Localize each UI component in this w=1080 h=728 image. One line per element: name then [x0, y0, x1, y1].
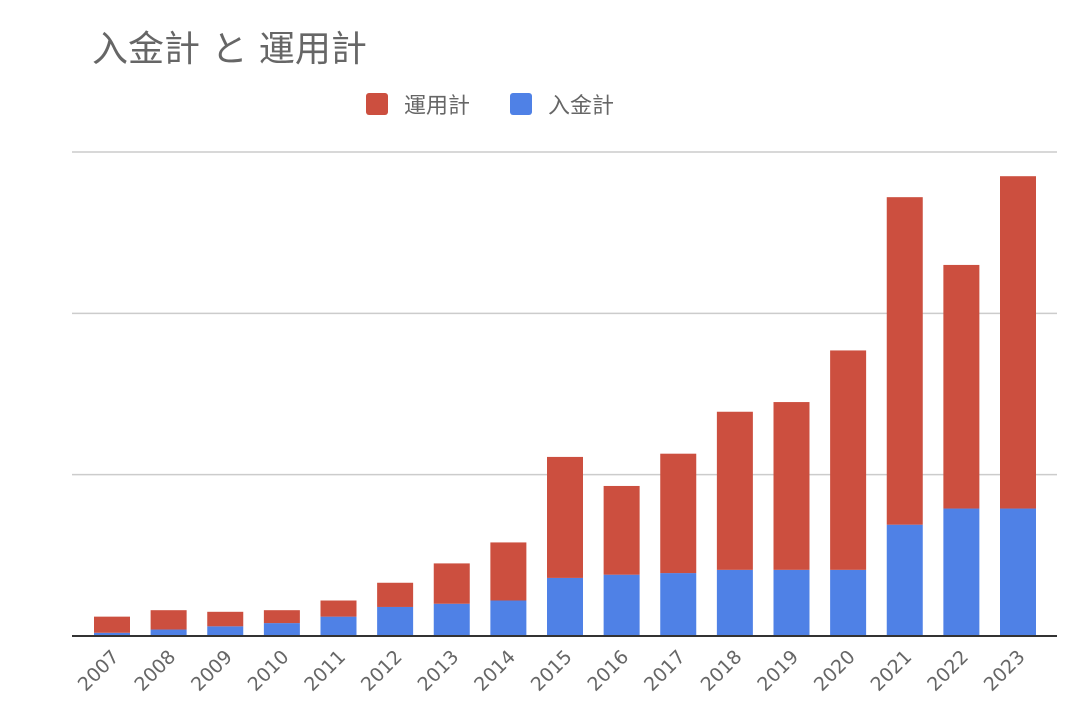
bar-nyukin-2023: [1000, 508, 1036, 636]
bar-unyo-2016: [603, 485, 640, 575]
bar-nyukin-2009: [207, 626, 244, 636]
bar-unyo-2011: [320, 600, 357, 617]
legend-label-unyo: 運用計: [404, 94, 471, 119]
bar-unyo-2022: [943, 264, 980, 509]
bar-nyukin-2013: [433, 603, 470, 636]
bar-nyukin-2022: [943, 508, 980, 636]
bar-unyo-2007: [94, 616, 130, 633]
bar-nyukin-2016: [603, 574, 640, 636]
x-tick-label-2017: 2017: [640, 646, 690, 696]
x-tick-label-2015: 2015: [527, 646, 577, 696]
bar-unyo-2013: [433, 563, 470, 604]
bar-nyukin-2021: [886, 524, 923, 636]
legend-item-unyo: 運用計: [366, 88, 470, 120]
bar-nyukin-2007: [94, 632, 130, 636]
bar-unyo-2021: [886, 197, 923, 525]
x-tick-label-2010: 2010: [244, 646, 294, 696]
bar-nyukin-2014: [490, 600, 527, 636]
x-tick-label-2011: 2011: [300, 646, 350, 696]
bar-nyukin-2012: [377, 606, 414, 636]
x-tick-label-2012: 2012: [357, 646, 407, 696]
bar-nyukin-2017: [660, 573, 697, 636]
bar-nyukin-2020: [830, 569, 867, 636]
x-tick-label-2013: 2013: [414, 646, 464, 696]
x-tick-label-2009: 2009: [187, 646, 237, 696]
bar-nyukin-2018: [716, 569, 753, 636]
bar-unyo-2019: [773, 402, 810, 570]
bar-unyo-2008: [150, 610, 187, 630]
bar-nyukin-2019: [773, 569, 810, 636]
x-tick-label-2016: 2016: [583, 646, 633, 696]
bar-nyukin-2008: [150, 629, 187, 636]
x-tick-label-2021: 2021: [867, 646, 917, 696]
bar-unyo-2009: [207, 611, 244, 627]
legend-item-nyukin: 入金計: [510, 88, 614, 120]
bar-nyukin-2015: [547, 577, 583, 636]
chart-title: 入金計 と 運用計: [92, 29, 367, 70]
bar-unyo-2017: [660, 453, 697, 574]
bar-unyo-2015: [547, 456, 583, 578]
x-tick-label-2007: 2007: [74, 646, 124, 696]
legend-label-nyukin: 入金計: [548, 94, 615, 119]
bar-unyo-2018: [716, 411, 753, 570]
bar-unyo-2012: [377, 582, 414, 607]
bar-unyo-2014: [490, 542, 527, 601]
x-tick-label-2018: 2018: [697, 646, 747, 696]
x-tick-label-2022: 2022: [923, 646, 973, 696]
bar-nyukin-2011: [320, 616, 357, 636]
bar-unyo-2020: [830, 350, 867, 570]
bar-unyo-2010: [263, 610, 300, 624]
x-axis: 2007 2008 2009 2010 2011 2012 2013 2014 2015 2016…: [72, 635, 1057, 696]
x-tick-label-2019: 2019: [753, 646, 803, 696]
legend-swatch-unyo: [366, 93, 388, 115]
bars: [94, 176, 1036, 636]
x-tick-label-2014: 2014: [470, 646, 520, 696]
x-tick-label-2008: 2008: [130, 646, 180, 696]
bar-nyukin-2010: [263, 623, 300, 636]
x-tick-label-2023: 2023: [980, 646, 1030, 696]
bar-unyo-2023: [1000, 176, 1036, 509]
x-tick-label-2020: 2020: [810, 646, 860, 696]
legend-swatch-nyukin: [510, 93, 532, 115]
